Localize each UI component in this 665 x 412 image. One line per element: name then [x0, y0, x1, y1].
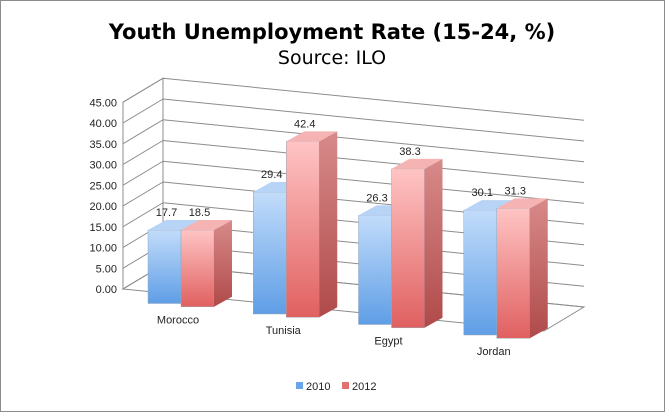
category-labels: Morocco Tunisia Egypt Jordan: [157, 314, 511, 358]
y-tick-label: 5.00: [96, 263, 117, 275]
gridline-diag: [122, 160, 164, 186]
legend-label: 2012: [352, 381, 376, 393]
chart-title: Youth Unemployment Rate (15-24, %): [108, 20, 555, 44]
bar-jordan-2012: [496, 198, 548, 339]
bar-morocco-2012: [180, 220, 232, 308]
value-label-tunisia-2012: 42.4: [294, 118, 315, 130]
category-label-morocco: Morocco: [157, 314, 199, 326]
gridline-diag: [122, 77, 164, 103]
y-tick-label: 0.00: [96, 284, 117, 296]
legend-swatch: [342, 382, 349, 389]
value-label-tunisia-2010: 29.4: [261, 169, 282, 181]
gridline: [162, 160, 585, 204]
gridline-diag: [122, 140, 164, 165]
chart-subtitle: Source: ILO: [278, 47, 386, 69]
gridline: [162, 98, 585, 142]
gridline-diag: [122, 181, 164, 207]
data-labels: 17.7 18.5 29.4 42.4 26.3 38.3 30.1 31.3: [156, 118, 526, 219]
value-label-morocco-2010: 17.7: [156, 207, 177, 219]
y-tick-label: 40.00: [89, 118, 117, 130]
bar-egypt-2012: [391, 158, 443, 329]
legend-item-2010: 2010: [296, 381, 330, 393]
legend-swatch: [296, 382, 303, 389]
gridline: [162, 77, 585, 121]
value-label-egypt-2010: 26.3: [366, 192, 387, 204]
y-axis-tick-labels: 0.00 5.00 10.00 15.00 20.00 25.00 30.00 35.00 40…: [89, 97, 117, 296]
gridline-diag: [122, 98, 164, 124]
y-tick-label: 45.00: [89, 97, 117, 109]
y-tick-label: 15.00: [89, 222, 117, 234]
legend-label: 2010: [306, 381, 330, 393]
y-tick-label: 10.00: [89, 243, 117, 255]
value-label-jordan-2010: 30.1: [472, 187, 493, 199]
gridline-diag: [122, 119, 164, 145]
category-label-tunisia: Tunisia: [266, 325, 302, 337]
legend-item-2012: 2012: [342, 381, 376, 393]
legend: 2010 2012: [296, 381, 376, 393]
category-label-jordan: Jordan: [477, 346, 511, 358]
category-label-egypt: Egypt: [374, 335, 402, 347]
y-tick-label: 20.00: [89, 201, 117, 213]
gridline-diag: [122, 202, 164, 228]
y-tick-label: 25.00: [89, 180, 117, 192]
value-label-morocco-2012: 18.5: [189, 207, 210, 219]
value-label-jordan-2012: 31.3: [505, 185, 526, 197]
value-label-egypt-2012: 38.3: [399, 146, 420, 158]
gridline: [162, 140, 585, 183]
y-tick-label: 35.00: [89, 139, 117, 151]
bar-tunisia-2012: [286, 131, 338, 318]
bars: [147, 131, 548, 339]
gridline: [162, 119, 585, 163]
y-tick-label: 30.00: [89, 160, 117, 172]
